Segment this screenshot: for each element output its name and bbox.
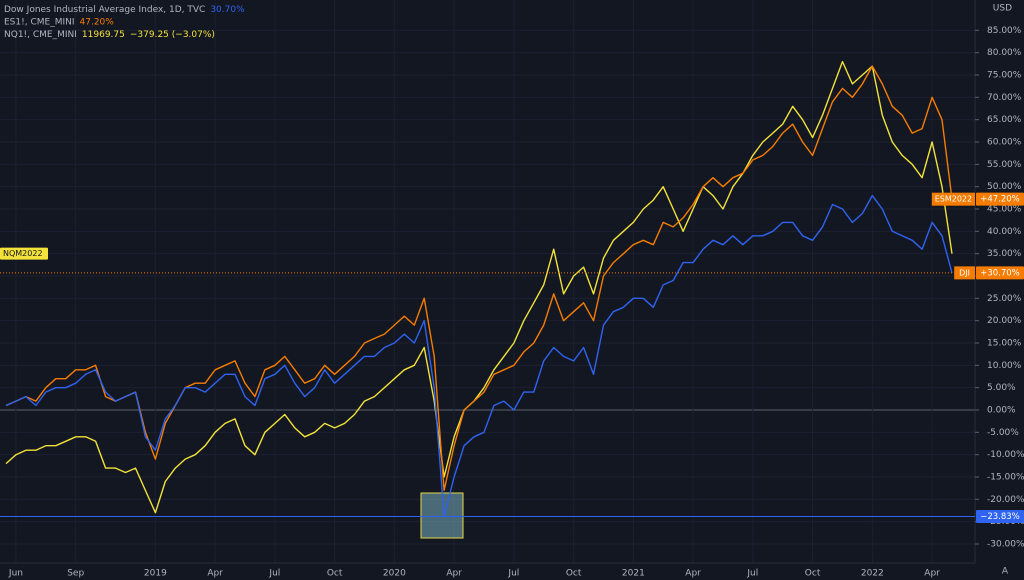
y-tick-label: -10.00% [987,450,1024,460]
y-tick-label: 55.00% [987,160,1022,170]
x-tick-label: Oct [327,569,343,579]
y-tick-label: 35.00% [987,249,1022,259]
legend-name: ES1!, CME_MINI [4,17,75,27]
price-tag [0,247,48,260]
y-tick-label: -15.00% [987,473,1024,483]
plot [5,60,953,518]
price-tag-ticker-box [931,192,975,206]
x-tick-label: 2020 [383,569,406,579]
y-tick-label: 70.00% [987,93,1022,103]
y-tick-label: -20.00% [987,495,1024,505]
price-tag [976,266,1024,280]
x-tick-label: Sep [67,569,84,579]
y-tick-label: 60.00% [987,138,1022,148]
legend: Dow Jones Industrial Average Index, 1D, … [4,5,245,40]
price-tag-ticker: DJI [959,268,970,277]
legend-value: 30.70% [210,5,245,15]
x-tick-label: Apr [924,569,940,579]
y-tick-label: -5.00% [987,428,1019,438]
y-tick-label: 80.00% [987,48,1022,58]
y-tick-label: 15.00% [987,339,1022,349]
series-line [5,60,953,514]
x-tick-label: 2019 [144,569,167,579]
auto-button[interactable]: A [1002,567,1009,577]
y-tick-label: 75.00% [987,70,1022,80]
series-line [5,65,953,492]
price-tag-label: +47.20% [980,195,1020,205]
x-tick-label: Jul [746,569,758,579]
x-tick-label: Apr [446,569,462,579]
legend-entry: ES1!, CME_MINI 47.20% [4,17,114,27]
price-tag [976,509,1024,523]
y-tick-label: 5.00% [987,383,1016,393]
legend-entry: NQ1!, CME_MINI 11969.75 −379.25 (−3.07%) [4,30,215,40]
y-tick-label: 65.00% [987,115,1022,125]
price-tags: +47.20% ESM2022 +30.70% DJI −23.83% NQM2022 [0,192,1024,523]
unit-bg [980,0,1024,15]
price-tag-ticker-box [954,266,975,280]
y-tick-label: 40.00% [987,227,1022,237]
x-tick-label: 2022 [861,569,884,579]
legend-name: Dow Jones Industrial Average Index, 1D, … [4,5,205,15]
y-tick-label: -30.00% [987,540,1024,550]
legend-value: 47.20% [80,17,115,27]
price-tag-label: −23.83% [980,512,1020,522]
price-tag [976,192,1024,206]
x-tick-label: Jun [8,569,23,579]
series-line [5,194,953,518]
legend-value: −379.25 (−3.07%) [130,30,215,40]
x-tick-label: Apr [685,569,701,579]
axis-unit: USD [993,4,1012,14]
price-tag-ticker: ESM2022 [935,195,972,204]
y-tick-label: 45.00% [987,205,1022,215]
x-tick-label: Oct [566,569,582,579]
legend-entry: Dow Jones Industrial Average Index, 1D, … [4,5,245,15]
price-tag-ticker: NQM2022 [3,249,43,258]
y-tick-label: 25.00% [987,294,1022,304]
x-tick-label: Jul [268,569,280,579]
x-tick-label: Oct [805,569,821,579]
legend-value: 11969.75 [82,30,125,40]
price-tag-label: +30.70% [980,268,1020,278]
x-tick-label: Jul [507,569,519,579]
y-tick-label: 10.00% [987,361,1022,371]
highlight-box [420,492,464,539]
x-tick-label: Apr [207,569,223,579]
y-tick-label: 50.00% [987,182,1022,192]
x-tick-label: 2021 [622,569,645,579]
legend-name: NQ1!, CME_MINI [4,30,77,40]
y-tick-label: 85.00% [987,26,1022,36]
y-tick-label: 0.00% [987,406,1016,416]
y-tick-label: 20.00% [987,316,1022,326]
